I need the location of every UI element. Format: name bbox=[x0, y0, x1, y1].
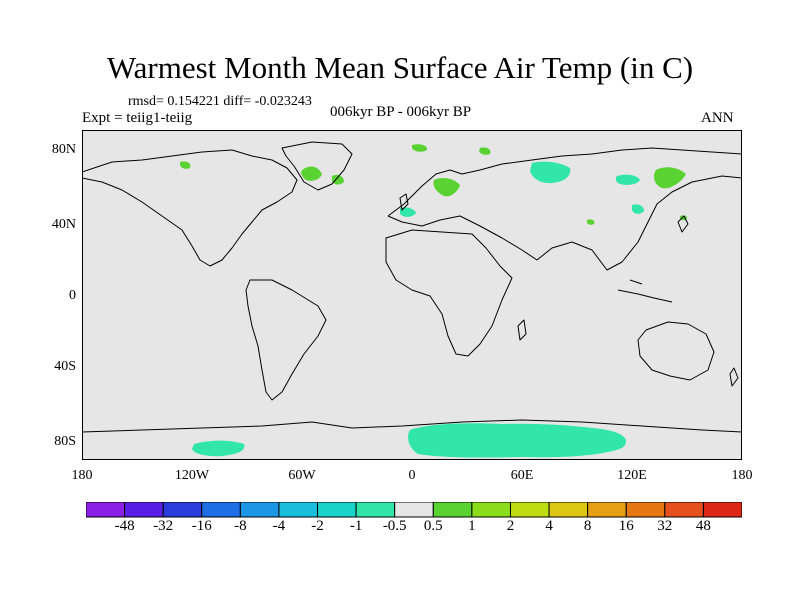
stats-label: rmsd= 0.154221 diff= -0.023243 bbox=[128, 94, 312, 109]
colorbar-box bbox=[86, 502, 126, 518]
coast-japan bbox=[677, 215, 689, 233]
season-label: ANN bbox=[701, 110, 734, 126]
lon-label-120w: 120W bbox=[174, 468, 210, 483]
map-frame bbox=[82, 130, 742, 460]
lon-label-180w: 180 bbox=[71, 468, 93, 483]
colorbar-box bbox=[394, 502, 434, 518]
colorbar-box bbox=[587, 502, 627, 518]
patch-scandinavia bbox=[433, 177, 460, 197]
coast-south-america bbox=[245, 279, 327, 401]
lon-label-60e: 60E bbox=[510, 468, 534, 483]
colorbar-label: -2 bbox=[311, 518, 324, 534]
lat-label-40n: 40N bbox=[51, 217, 76, 232]
colorbar-box bbox=[664, 502, 704, 518]
colorbar-label: -4 bbox=[272, 518, 286, 534]
coast-indonesia bbox=[617, 279, 673, 303]
coast-antarctica bbox=[82, 419, 742, 433]
lat-label-0: 0 bbox=[69, 288, 76, 303]
coast-north-america bbox=[82, 149, 298, 267]
patch-east-siberia bbox=[654, 167, 686, 189]
colorbar-label: 1 bbox=[468, 518, 476, 534]
patch-asia-small bbox=[586, 219, 595, 225]
colorbar-box bbox=[124, 502, 164, 518]
colorbar-box bbox=[702, 502, 742, 518]
coast-uk bbox=[399, 193, 409, 211]
colorbar-label: 0.5 bbox=[423, 518, 443, 534]
coast-madagascar bbox=[517, 319, 527, 341]
positive-anomaly-patches bbox=[180, 144, 688, 225]
lon-label-60w: 60W bbox=[288, 468, 316, 483]
coast-australia bbox=[637, 321, 715, 381]
lat-label-80s: 80S bbox=[54, 434, 76, 449]
patch-siberia-west bbox=[530, 161, 571, 184]
patch-greenland bbox=[301, 166, 322, 181]
lat-label-40s: 40S bbox=[54, 359, 76, 374]
patch-antarctica-east bbox=[408, 423, 627, 458]
colorbar bbox=[86, 502, 742, 518]
coast-greenland bbox=[281, 141, 353, 191]
colorbar-label: 32 bbox=[657, 518, 673, 534]
patch-europe bbox=[400, 207, 416, 217]
colorbar-label: -0.5 bbox=[382, 518, 407, 534]
patch-antarctica-west bbox=[192, 440, 245, 457]
period-label: 006kyr BP - 006kyr BP bbox=[330, 104, 472, 120]
patch-siberia-central bbox=[615, 174, 640, 185]
colorbar-label: -32 bbox=[153, 518, 174, 534]
colorbar-label: 2 bbox=[506, 518, 515, 534]
lon-label-0: 0 bbox=[408, 468, 416, 483]
lon-label-180e: 180 bbox=[731, 468, 753, 483]
page-title: Warmest Month Mean Surface Air Temp (in … bbox=[106, 50, 694, 85]
colorbar-box bbox=[317, 502, 357, 518]
coast-new-zealand bbox=[729, 367, 739, 387]
lat-label-80n: 80N bbox=[51, 142, 76, 157]
colorbar-label: -16 bbox=[191, 518, 212, 534]
colorbar-label: 16 bbox=[618, 518, 634, 534]
colorbar-box bbox=[239, 502, 280, 518]
coast-africa bbox=[385, 229, 513, 357]
colorbar-box bbox=[278, 502, 319, 518]
map-background bbox=[82, 130, 742, 460]
map-plot bbox=[82, 130, 742, 460]
experiment-label: Expt = teiig1-teiig bbox=[82, 110, 193, 126]
colorbar-box bbox=[355, 502, 396, 518]
lon-label-120e: 120E bbox=[617, 468, 647, 483]
coastlines bbox=[82, 141, 742, 433]
colorbar-box bbox=[509, 502, 550, 518]
patch-greenland-east bbox=[332, 174, 344, 185]
colorbar-label: 8 bbox=[583, 518, 592, 534]
colorbar-label: -1 bbox=[349, 518, 363, 534]
colorbar-box bbox=[548, 502, 589, 518]
colorbar-label: -8 bbox=[234, 518, 247, 534]
colorbar-box bbox=[625, 502, 666, 518]
negative-anomaly-patches bbox=[192, 161, 644, 458]
colorbar-box bbox=[201, 502, 241, 518]
patch-arctic-2 bbox=[479, 147, 491, 155]
coast-europe-asia bbox=[387, 147, 742, 271]
colorbar-box bbox=[162, 502, 203, 518]
patch-arctic-1 bbox=[412, 144, 428, 152]
colorbar-label: 4 bbox=[545, 518, 553, 534]
patch-china bbox=[632, 204, 644, 214]
colorbar-label: -48 bbox=[114, 518, 135, 534]
colorbar-box bbox=[432, 502, 473, 518]
patch-canada bbox=[180, 161, 191, 169]
colorbar-box bbox=[471, 502, 511, 518]
colorbar-label: 48 bbox=[695, 518, 711, 534]
